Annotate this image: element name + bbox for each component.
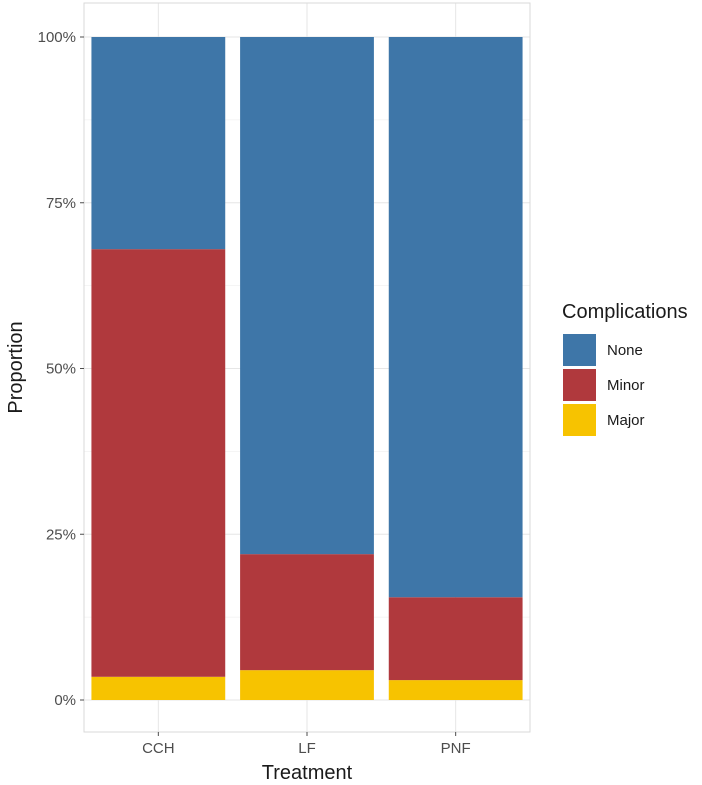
x-tick-label: CCH [142,740,175,757]
bar-pnf-none [388,37,523,598]
y-axis: 0% 25% 50% 75% 100% [38,29,84,709]
bar-lf-minor [240,554,374,671]
legend-key-minor [563,369,596,401]
bar-group-lf [240,37,374,700]
bar-cch-none [91,37,226,250]
y-tick-label: 100% [38,29,76,46]
x-tick-label: PNF [441,740,471,757]
x-axis-title: Treatment [262,762,353,784]
bar-pnf-major [388,680,523,700]
y-tick-label: 25% [46,526,76,543]
y-axis-title: Proportion [5,321,27,413]
legend: Complications None Minor Major [562,301,688,436]
legend-title: Complications [562,301,688,323]
legend-label-minor: Minor [607,377,645,394]
bar-lf-major [240,670,374,700]
bar-group-pnf [388,37,523,700]
y-tick-label: 50% [46,361,76,378]
x-tick-label: LF [298,740,316,757]
bar-pnf-minor [388,597,523,681]
y-tick-label: 75% [46,195,76,212]
bars [91,37,523,700]
bar-group-cch [91,37,226,700]
legend-label-major: Major [607,412,645,429]
legend-label-none: None [607,342,643,359]
legend-key-major [563,404,596,436]
bar-lf-none [240,37,374,555]
bar-cch-minor [91,249,226,677]
y-tick-label: 0% [54,692,76,709]
legend-key-none [563,334,596,366]
x-axis: CCH LF PNF [142,732,471,757]
bar-cch-major [91,676,226,700]
